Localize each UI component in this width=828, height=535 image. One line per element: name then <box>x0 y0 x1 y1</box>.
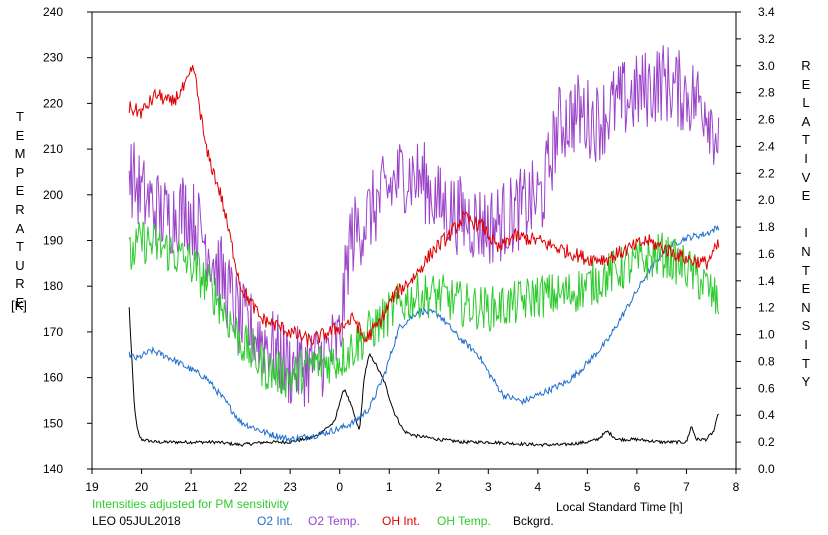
right-tick-label: 0.2 <box>758 435 775 449</box>
left-tick-label: 190 <box>43 234 63 248</box>
right-tick-label: 0.0 <box>758 462 775 476</box>
x-tick-label: 20 <box>135 480 149 494</box>
x-tick-label: 19 <box>85 480 99 494</box>
series-line-oh-int- <box>128 65 720 347</box>
left-tick-label: 150 <box>43 416 63 430</box>
legend-entry-o2-temp-: O2 Temp. <box>308 514 360 528</box>
series-line-oh-temp- <box>128 221 720 398</box>
left-tick-label: 140 <box>43 462 63 476</box>
series-line-o2-int- <box>128 225 720 443</box>
right-tick-label: 0.6 <box>758 381 775 395</box>
right-tick-label: 2.2 <box>758 166 775 180</box>
x-tick-label: 3 <box>485 480 492 494</box>
left-tick-label: 200 <box>43 188 63 202</box>
legend-entry-oh-int-: OH Int. <box>382 514 421 528</box>
station-date: LEO 05JUL2018 <box>92 514 181 528</box>
right-tick-label: 2.8 <box>758 86 775 100</box>
tick-layer: 19 20 21 22 23 0 1 2 3 4 5 6 7 8140150160170180190200… <box>43 5 775 494</box>
x-tick-label: 1 <box>386 480 393 494</box>
legend-entry-o2-int-: O2 Int. <box>257 514 294 528</box>
right-tick-label: 1.4 <box>758 274 775 288</box>
legend-entry-bckgrd-: Bckgrd. <box>513 514 554 528</box>
right-tick-label: 2.4 <box>758 139 775 153</box>
left-tick-label: 210 <box>43 142 63 156</box>
right-tick-label: 1.6 <box>758 247 775 261</box>
right-axis-label: R E L A T I V E I N T E N S I T Y <box>801 58 811 390</box>
right-tick-label: 1.2 <box>758 301 775 315</box>
right-tick-label: 3.0 <box>758 59 775 73</box>
left-axis-label: T E M P E R A T U R E <box>14 109 26 310</box>
x-tick-label: 22 <box>234 480 248 494</box>
right-tick-label: 1.0 <box>758 328 775 342</box>
x-tick-label: 6 <box>634 480 641 494</box>
legend-entry-oh-temp-: OH Temp. <box>437 514 491 528</box>
x-tick-label: 23 <box>283 480 297 494</box>
left-tick-label: 180 <box>43 279 63 293</box>
right-tick-label: 0.8 <box>758 354 775 368</box>
series-layer <box>128 45 720 448</box>
x-tick-label: 21 <box>184 480 198 494</box>
x-tick-label: 0 <box>336 480 343 494</box>
x-tick-label: 4 <box>535 480 542 494</box>
sensitivity-note: Intensities adjusted for PM sensitivity <box>92 497 289 511</box>
x-tick-label: 2 <box>435 480 442 494</box>
x-axis-label: Local Standard Time [h] <box>556 500 683 514</box>
series-line-bckgrd- <box>128 307 720 448</box>
left-tick-label: 230 <box>43 51 63 65</box>
right-tick-label: 3.2 <box>758 32 775 46</box>
left-axis-unit: [K] <box>11 298 27 313</box>
right-tick-label: 3.4 <box>758 5 775 19</box>
left-tick-label: 220 <box>43 96 63 110</box>
left-tick-label: 170 <box>43 325 63 339</box>
right-tick-label: 2.0 <box>758 193 775 207</box>
x-tick-label: 7 <box>683 480 690 494</box>
x-tick-label: 8 <box>733 480 740 494</box>
right-tick-label: 1.8 <box>758 220 775 234</box>
plot-area <box>91 11 737 470</box>
right-tick-label: 2.6 <box>758 113 775 127</box>
right-tick-label: 0.4 <box>758 408 775 422</box>
x-tick-label: 5 <box>584 480 591 494</box>
left-tick-label: 240 <box>43 5 63 19</box>
left-tick-label: 160 <box>43 371 63 385</box>
